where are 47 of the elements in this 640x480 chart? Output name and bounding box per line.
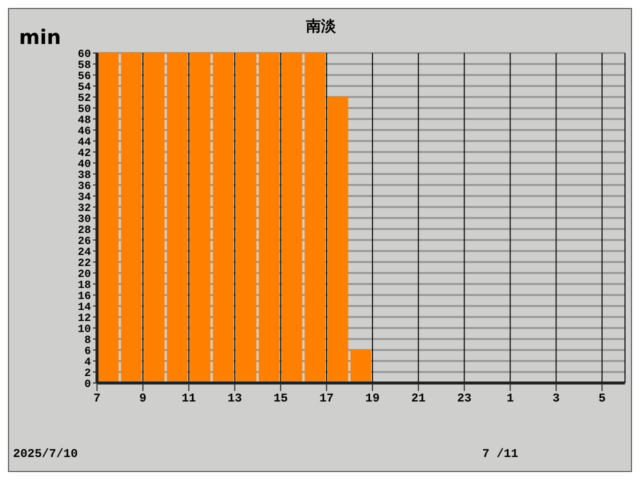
x-tick-label: 9 — [139, 392, 147, 406]
y-tick-label: 6 — [84, 346, 91, 358]
y-tick-label: 58 — [78, 60, 92, 72]
y-tick-label: 56 — [78, 70, 91, 83]
y-tick-label: 54 — [78, 82, 92, 94]
y-tick-label: 24 — [78, 246, 92, 259]
y-tick-label: 10 — [78, 324, 91, 336]
y-tick-label: 4 — [84, 356, 92, 369]
x-tick-label: 1 — [506, 392, 514, 406]
y-tick-label: 60 — [78, 48, 91, 61]
y-tick-label: 20 — [78, 268, 91, 281]
x-tick-label: 21 — [411, 392, 426, 406]
y-tick-label: 0 — [84, 378, 91, 391]
x-tick-label: 17 — [319, 392, 334, 406]
y-tick-label: 48 — [78, 114, 92, 127]
chart-title: 南淡 — [306, 17, 336, 35]
y-tick-label: 38 — [78, 170, 92, 182]
x-tick-label: 23 — [457, 392, 472, 406]
y-tick-label: 52 — [78, 92, 91, 105]
y-tick-label: 26 — [78, 236, 91, 248]
x-tick-label: 5 — [598, 392, 606, 406]
y-tick-label: 2 — [84, 368, 91, 380]
y-tick-label: 18 — [78, 280, 92, 292]
x-tick-label: 13 — [228, 392, 242, 406]
y-tick-label: 40 — [78, 158, 91, 171]
x-tick-label: 15 — [273, 392, 288, 406]
y-tick-label: 14 — [78, 302, 92, 314]
y-tick-label: 44 — [78, 136, 92, 149]
y-tick-label: 30 — [78, 214, 91, 226]
x-tick-label: 11 — [182, 392, 196, 406]
y-tick-label: 36 — [78, 180, 91, 193]
y-tick-label: 12 — [78, 312, 91, 325]
y-tick-label: 32 — [78, 202, 91, 215]
x-tick-label: 7 — [93, 392, 101, 406]
y-tick-label: 28 — [78, 224, 92, 237]
y-tick-label: 22 — [78, 258, 91, 270]
y-tick-label: 46 — [78, 126, 91, 138]
x-tick-label: 3 — [552, 392, 560, 406]
x-tick-label: 19 — [365, 392, 380, 406]
y-tick-label: 34 — [78, 192, 92, 204]
text: 2025/7/10 — [13, 447, 78, 461]
y-tick-label: 42 — [78, 148, 91, 160]
y-tick-label: 8 — [84, 334, 92, 347]
y-axis-title: min — [19, 25, 61, 49]
y-tick-label: 50 — [78, 104, 91, 116]
text: 7 /11 — [482, 447, 518, 461]
y-tick-label: 16 — [78, 290, 91, 303]
